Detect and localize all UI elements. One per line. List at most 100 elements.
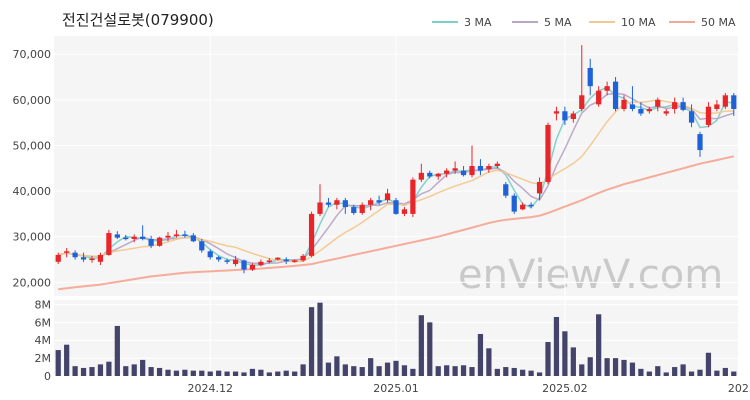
price-tick-label: 70,000 <box>13 48 52 61</box>
volume-bar <box>368 358 374 376</box>
volume-bar <box>570 347 576 376</box>
candle-body <box>80 257 87 260</box>
candle-body <box>646 108 652 112</box>
volume-bar <box>114 325 120 376</box>
volume-bar <box>123 366 129 376</box>
candle-body <box>249 264 256 270</box>
candle-body <box>258 261 264 265</box>
candle-body <box>655 99 661 107</box>
volume-bar <box>452 366 458 376</box>
volume-bar <box>672 367 678 376</box>
volume-bar <box>638 368 644 376</box>
volume-bar <box>528 370 534 376</box>
volume-bar <box>503 367 509 376</box>
candle-body <box>216 257 222 260</box>
candle-body <box>629 104 636 109</box>
volume-bar <box>224 371 230 376</box>
candle-body <box>460 170 467 176</box>
volume-bar <box>258 369 264 376</box>
candle-body <box>672 102 678 109</box>
candle-body <box>587 67 593 87</box>
volume-bar <box>697 369 703 376</box>
candle-body <box>528 204 534 207</box>
candle-body <box>351 207 357 213</box>
volume-bar <box>359 367 365 376</box>
candle-body <box>283 259 289 262</box>
volume-bar <box>680 364 686 376</box>
price-tick-label: 20,000 <box>13 276 52 289</box>
candle-body <box>570 113 576 120</box>
candle-body <box>494 163 500 166</box>
candle-body <box>376 200 382 203</box>
candle-body <box>553 111 560 114</box>
volume-bar <box>469 367 475 376</box>
candle-body <box>663 111 669 114</box>
candle-body <box>477 166 484 171</box>
volume-bar <box>106 361 112 376</box>
candle-body <box>393 200 399 214</box>
candle-body <box>697 134 703 151</box>
candle-body <box>148 238 154 246</box>
volume-tick-label: 8M <box>35 298 52 311</box>
volume-bar <box>64 344 70 376</box>
volume-tick-label: 2M <box>35 352 52 365</box>
candle-body <box>173 234 180 236</box>
candle-body <box>714 104 720 109</box>
candle-body <box>520 204 526 210</box>
volume-bar <box>688 371 695 376</box>
volume-bar <box>266 372 272 376</box>
volume-bar <box>705 352 712 376</box>
candle-body <box>384 193 391 201</box>
candle-body <box>638 108 644 114</box>
volume-bar <box>435 366 441 376</box>
candle-body <box>503 184 509 196</box>
candle-body <box>435 173 441 177</box>
volume-bar <box>190 370 196 376</box>
volume-bar <box>663 372 669 376</box>
legend-label: 10 MA <box>621 16 656 29</box>
candle-body <box>165 235 171 238</box>
candle-body <box>182 234 188 236</box>
candle-body <box>308 213 315 256</box>
volume-bar <box>714 370 720 376</box>
candle-body <box>342 200 348 208</box>
candle-body <box>511 195 517 212</box>
volume-tick-label: 4M <box>35 334 52 347</box>
volume-bar <box>604 358 610 376</box>
volume-bar <box>72 366 78 376</box>
volume-tick-label: 0 <box>44 370 51 383</box>
candle-body <box>55 254 61 262</box>
volume-bar <box>300 364 306 376</box>
candle-body <box>596 90 602 105</box>
candle-body <box>300 255 306 261</box>
volume-bar <box>612 358 619 376</box>
candle-body <box>334 200 340 205</box>
price-tick-label: 40,000 <box>13 185 52 198</box>
volume-bar <box>317 302 323 376</box>
volume-bar <box>351 366 357 376</box>
volume-axis-ticks: 0 2M 4M 6M 8M <box>35 298 52 383</box>
price-axis-ticks: 20,000 30,000 40,000 50,000 60,000 70,000 <box>13 48 52 289</box>
volume-bar <box>342 364 348 376</box>
candle-body <box>292 260 298 262</box>
volume-bar <box>232 371 239 376</box>
volume-bar <box>621 359 627 376</box>
volume-bar <box>427 322 433 376</box>
volume-bar <box>629 362 636 376</box>
candle-body <box>418 172 424 180</box>
candle-body <box>359 204 365 213</box>
candle-body <box>224 260 230 262</box>
candle-body <box>317 202 323 214</box>
volume-bar <box>562 331 568 376</box>
candle-body <box>368 200 374 205</box>
volume-bar <box>207 371 213 376</box>
volume-tick-label: 6M <box>35 316 52 329</box>
chart-title: 전진건설로봇(079900) <box>62 11 214 29</box>
legend-label: 5 MA <box>544 16 572 29</box>
price-tick-label: 50,000 <box>13 139 52 152</box>
candle-body <box>705 106 712 125</box>
date-axis-ticks: 2024.12 2025.01 2025.02 2025.03 <box>187 382 750 395</box>
volume-bar <box>477 333 484 376</box>
